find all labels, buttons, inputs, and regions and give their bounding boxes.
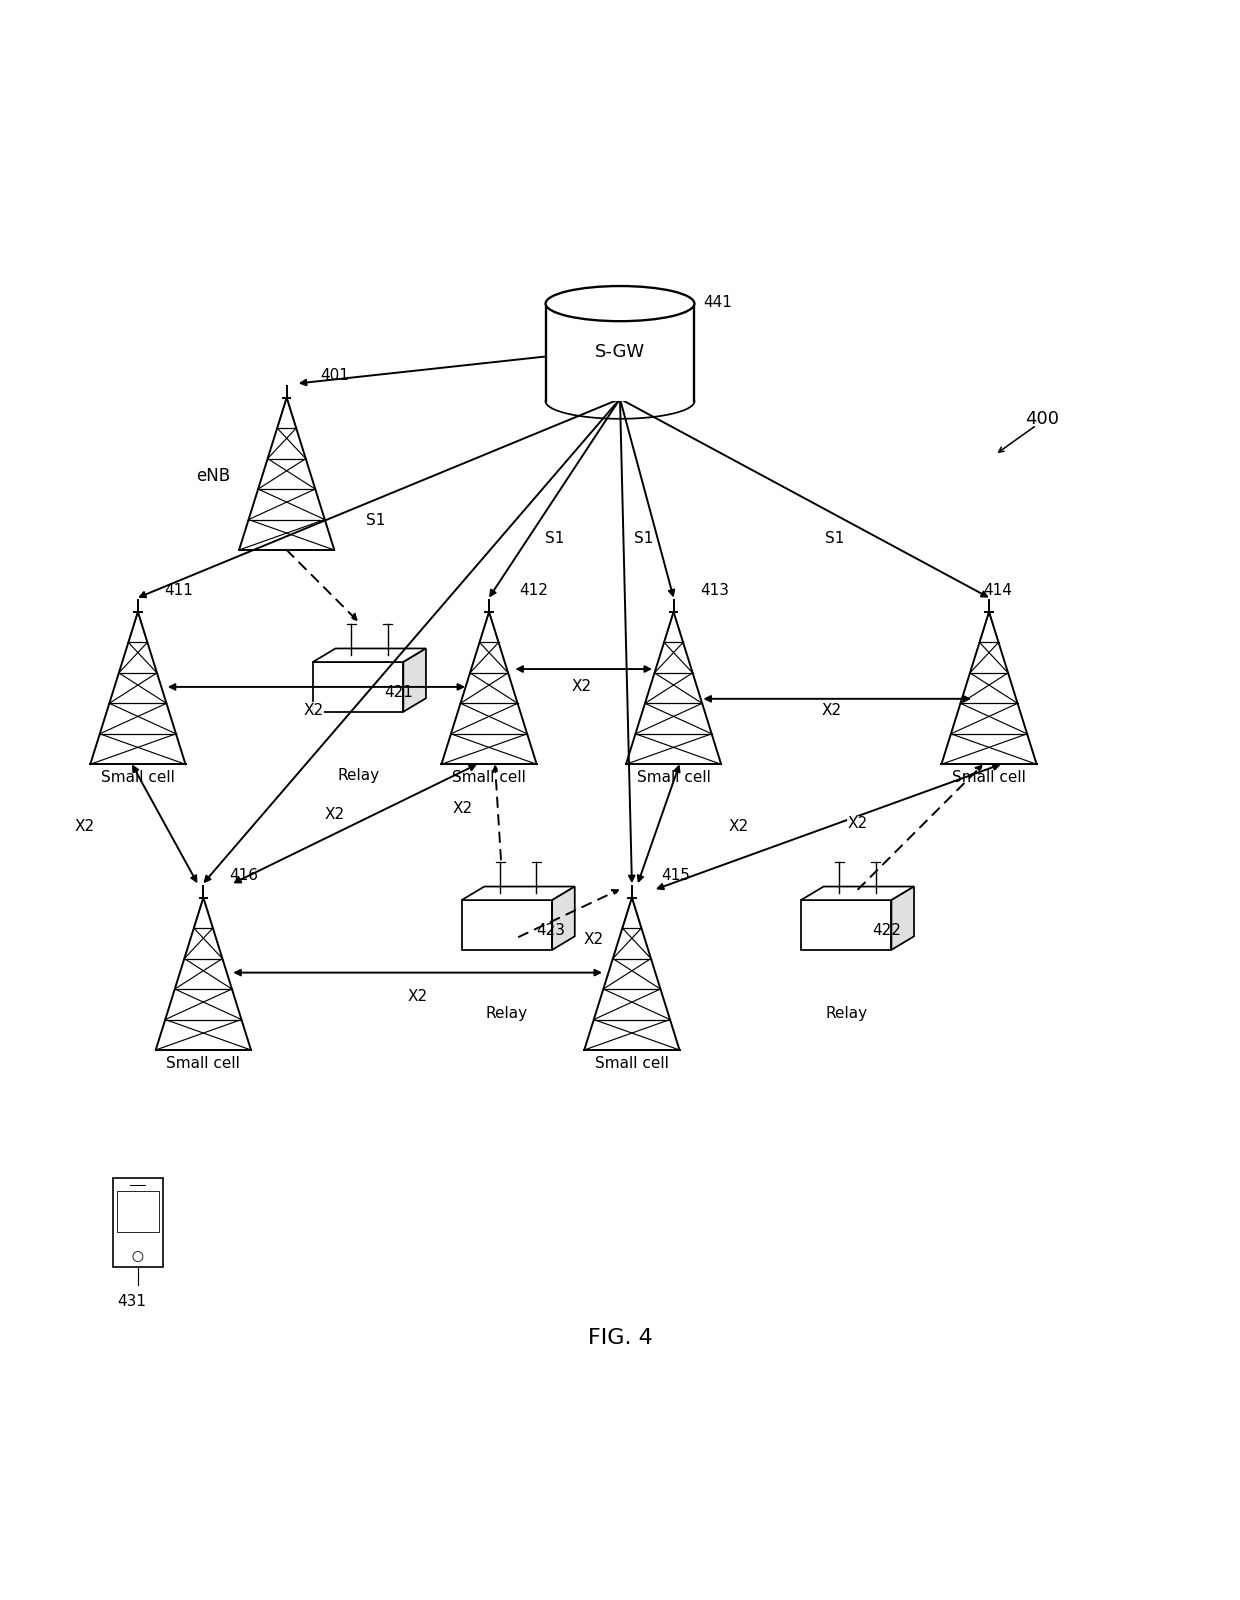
Text: Relay: Relay bbox=[486, 1006, 528, 1021]
Text: 412: 412 bbox=[518, 582, 548, 598]
Text: Small cell: Small cell bbox=[952, 770, 1025, 786]
Text: X2: X2 bbox=[583, 933, 604, 947]
Text: X2: X2 bbox=[74, 819, 94, 834]
FancyArrowPatch shape bbox=[620, 398, 635, 882]
Text: 413: 413 bbox=[699, 582, 729, 598]
Text: 415: 415 bbox=[662, 869, 691, 883]
FancyArrowPatch shape bbox=[286, 550, 357, 619]
Text: 416: 416 bbox=[229, 869, 259, 883]
FancyArrowPatch shape bbox=[140, 398, 620, 597]
FancyArrowPatch shape bbox=[170, 685, 463, 690]
FancyArrowPatch shape bbox=[637, 766, 680, 882]
Text: 423: 423 bbox=[537, 923, 565, 939]
FancyArrowPatch shape bbox=[490, 398, 620, 595]
Ellipse shape bbox=[546, 286, 694, 322]
Text: Small cell: Small cell bbox=[100, 770, 175, 786]
Text: X2: X2 bbox=[729, 819, 749, 834]
FancyArrowPatch shape bbox=[706, 696, 968, 701]
Text: S-GW: S-GW bbox=[595, 344, 645, 362]
Polygon shape bbox=[461, 886, 575, 901]
FancyArrowPatch shape bbox=[492, 766, 501, 859]
Text: 400: 400 bbox=[1024, 410, 1059, 429]
Text: S1: S1 bbox=[366, 512, 386, 528]
Text: 401: 401 bbox=[320, 368, 348, 384]
FancyArrowPatch shape bbox=[301, 352, 570, 386]
Text: Relay: Relay bbox=[825, 1006, 867, 1021]
FancyArrowPatch shape bbox=[133, 766, 196, 882]
Text: S1: S1 bbox=[825, 531, 844, 546]
Polygon shape bbox=[403, 648, 427, 712]
Text: 422: 422 bbox=[873, 923, 901, 939]
Text: 421: 421 bbox=[384, 685, 413, 701]
Text: 411: 411 bbox=[164, 582, 193, 598]
Bar bbox=[113, 1178, 162, 1267]
Polygon shape bbox=[892, 886, 914, 950]
FancyArrowPatch shape bbox=[657, 765, 999, 890]
FancyArrowPatch shape bbox=[858, 766, 982, 890]
Text: 431: 431 bbox=[118, 1294, 146, 1309]
Text: X2: X2 bbox=[821, 704, 842, 718]
Text: FIG. 4: FIG. 4 bbox=[588, 1328, 652, 1349]
Polygon shape bbox=[461, 901, 552, 950]
FancyArrowPatch shape bbox=[620, 398, 675, 595]
FancyArrowPatch shape bbox=[620, 398, 987, 597]
Text: eNB: eNB bbox=[196, 467, 229, 485]
Text: X2: X2 bbox=[848, 816, 868, 832]
Text: X2: X2 bbox=[408, 989, 428, 1003]
Text: Small cell: Small cell bbox=[453, 770, 526, 786]
Text: Relay: Relay bbox=[337, 768, 379, 782]
FancyArrowPatch shape bbox=[236, 765, 475, 883]
Polygon shape bbox=[552, 886, 575, 950]
Text: S1: S1 bbox=[544, 531, 564, 546]
Polygon shape bbox=[801, 901, 892, 950]
FancyArrowPatch shape bbox=[517, 666, 650, 672]
FancyArrowPatch shape bbox=[205, 398, 620, 882]
Text: X2: X2 bbox=[572, 680, 591, 694]
Bar bbox=[546, 304, 694, 402]
Text: X2: X2 bbox=[304, 704, 324, 718]
Text: Small cell: Small cell bbox=[636, 770, 711, 786]
Polygon shape bbox=[312, 648, 427, 662]
Text: X2: X2 bbox=[324, 808, 345, 822]
FancyArrowPatch shape bbox=[518, 890, 618, 938]
FancyArrowPatch shape bbox=[236, 970, 600, 976]
Text: Small cell: Small cell bbox=[166, 1056, 241, 1070]
Text: X2: X2 bbox=[453, 802, 472, 816]
Polygon shape bbox=[312, 662, 403, 712]
Polygon shape bbox=[801, 886, 914, 901]
Text: 441: 441 bbox=[703, 294, 732, 310]
Text: S1: S1 bbox=[634, 531, 653, 546]
Bar bbox=[117, 1192, 159, 1232]
Text: Small cell: Small cell bbox=[595, 1056, 668, 1070]
Text: 414: 414 bbox=[983, 582, 1012, 598]
